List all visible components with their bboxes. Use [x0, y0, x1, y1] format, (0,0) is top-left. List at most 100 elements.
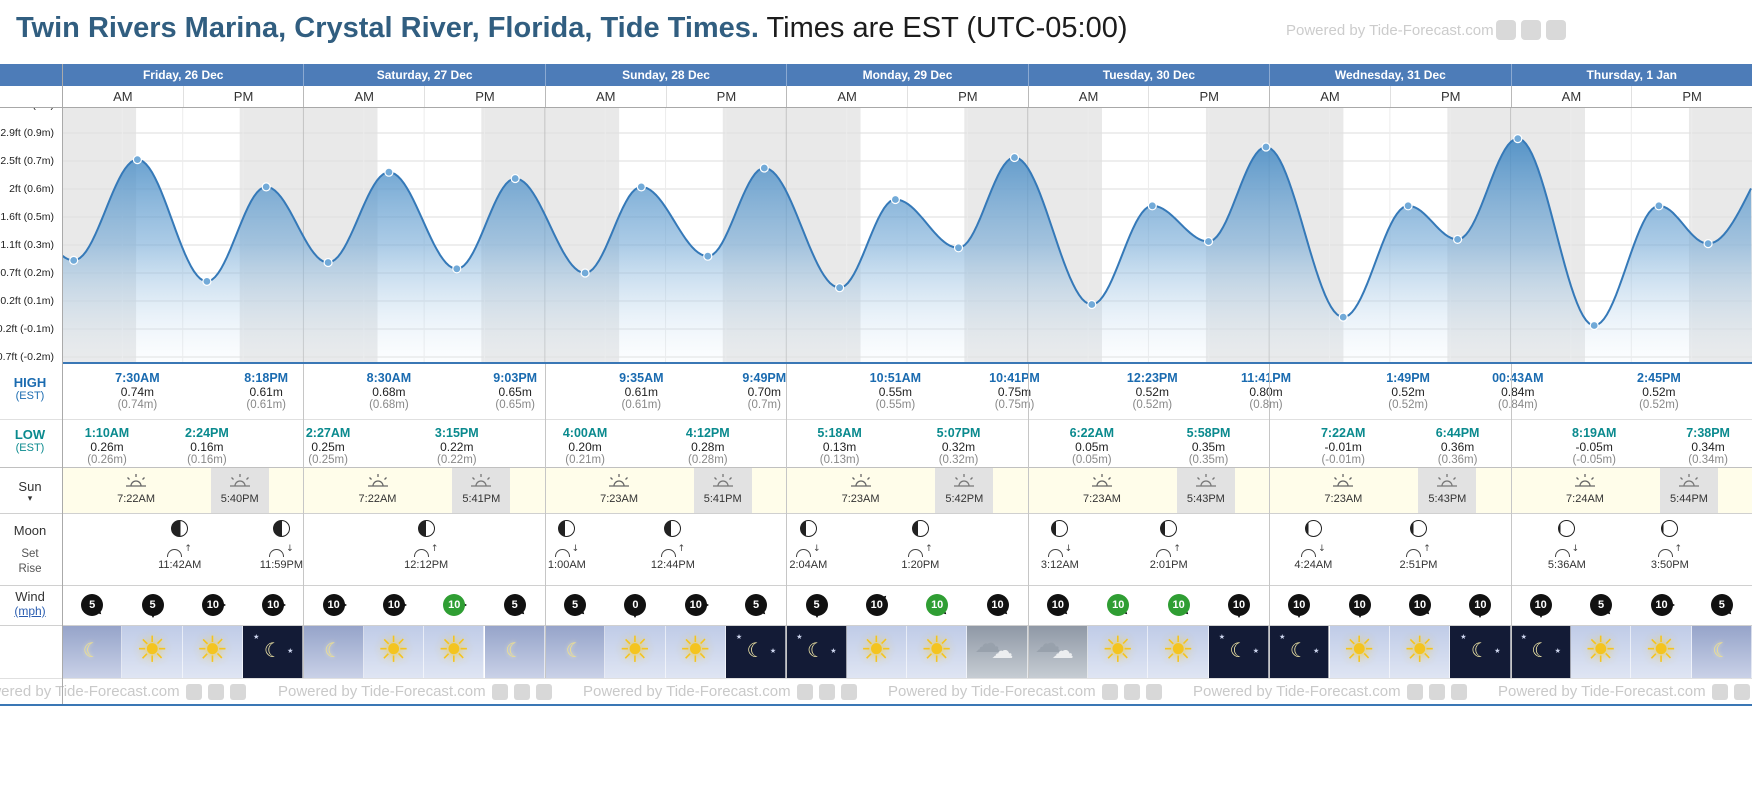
- am-label: AM: [62, 86, 183, 108]
- social-icon[interactable]: [796, 684, 813, 701]
- low-tide-time: 2:27AM: [305, 426, 351, 440]
- pm-label: PM: [182, 86, 304, 108]
- wind-badge: 10: [1101, 588, 1135, 622]
- social-icon[interactable]: [1711, 684, 1728, 701]
- social-icon[interactable]: [535, 684, 552, 701]
- social-icon[interactable]: [1123, 684, 1140, 701]
- low-tide-time: 6:44PM: [1435, 426, 1480, 440]
- moonset-icon: ↓: [1024, 545, 1096, 557]
- watermark-footer[interactable]: Powered by Tide-Forecast.com: [583, 683, 857, 701]
- high-tide-entry: 12:23PM 0.52m (0.52m): [1104, 364, 1200, 413]
- high-tide-entry: 8:18PM 0.61m (0.61m): [218, 364, 314, 413]
- low-tide-entry: 6:22AM 0.05m (0.05m): [1044, 419, 1140, 468]
- low-tide-entry: 3:15PM 0.22m (0.22m): [409, 419, 505, 468]
- sunrise-time: 7:23AM: [841, 493, 880, 505]
- sunrise-unit: 7:24AM: [1549, 473, 1621, 505]
- low-tide-height: 0.32m: [941, 439, 976, 454]
- moon-set-unit: ↓ 1:00AM: [531, 520, 603, 571]
- y-axis: 3.4ft (1m) 2.9ft (0.9m) 2.5ft (0.7m) 2ft (0…: [0, 108, 58, 364]
- low-tide-height-alt: (-0.01m): [1321, 454, 1365, 467]
- sunny-weather-icon: ☀: [665, 625, 726, 678]
- sun-row-background: [62, 467, 1752, 513]
- day-header: Sunday, 28 Dec: [544, 64, 787, 86]
- moon-row-label: Moon Set Rise: [13, 523, 47, 575]
- sunset-time: 5:41PM: [703, 493, 742, 505]
- low-tide-height: 0.25m: [311, 439, 345, 454]
- night-moon-weather-icon: ☾ ★ ★: [1269, 625, 1330, 678]
- wind-badge: 10: [679, 588, 713, 622]
- tide-point: [636, 182, 646, 192]
- wind-badge: 5: [1705, 588, 1739, 622]
- high-tide-height-alt: (0.68m): [369, 399, 409, 412]
- high-tide-entry: 9:35AM 0.61m (0.61m): [593, 364, 689, 413]
- high-tide-height-alt: (0.61m): [621, 399, 662, 412]
- moon-set-time: 5:36AM: [1547, 559, 1586, 571]
- watermark-footer[interactable]: Powered by Tide-Forecast.com: [278, 683, 552, 701]
- night-moon-weather-icon: ☾ ★ ★: [1510, 625, 1571, 678]
- high-tide-entry: 00:43AM 0.84m (0.84m): [1470, 364, 1566, 413]
- wind-unit-link[interactable]: (mph): [14, 604, 46, 618]
- watermark-text[interactable]: Powered by Tide-Forecast.com: [1193, 683, 1401, 700]
- social-icon[interactable]: [1733, 684, 1750, 701]
- sunny-weather-icon: ☀: [1329, 625, 1390, 678]
- watermark-footer[interactable]: Powered by Tide-Forecast.com: [1498, 683, 1752, 701]
- social-icon[interactable]: [491, 684, 508, 701]
- social-icon[interactable]: [1450, 684, 1467, 701]
- wind-badge: 5: [1584, 588, 1618, 622]
- moon-rise-time: 12:44PM: [650, 559, 695, 571]
- high-tide-time: 12:23PM: [1126, 371, 1178, 385]
- tide-point: [1654, 201, 1664, 211]
- watermark-text[interactable]: Powered by Tide-Forecast.com: [583, 683, 791, 700]
- social-icon[interactable]: [840, 684, 857, 701]
- high-tide-time: 11:41PM: [1240, 371, 1292, 385]
- sun-expand-icon[interactable]: ▾: [27, 494, 33, 504]
- tide-point: [202, 276, 212, 286]
- high-tide-entry: 8:30AM 0.68m (0.68m): [341, 364, 437, 413]
- social-icon[interactable]: [513, 684, 530, 701]
- wind-badge: 5: [498, 588, 532, 622]
- social-icon[interactable]: [185, 684, 202, 701]
- moon-rise-unit: ↑ 12:44PM: [637, 520, 709, 571]
- social-icon[interactable]: [229, 684, 246, 701]
- social-icon[interactable]: [207, 684, 224, 701]
- moonset-icon: ↓: [531, 545, 603, 557]
- wind-badge: 5: [136, 588, 170, 622]
- social-icon[interactable]: [1496, 20, 1516, 40]
- watermark-text[interactable]: Powered by Tide-Forecast.com: [888, 683, 1096, 700]
- sunrise-icon: [342, 473, 414, 492]
- watermark-text[interactable]: Powered by Tide-Forecast.com: [1498, 683, 1706, 700]
- moon-phase-icon: [1383, 520, 1455, 541]
- social-icon[interactable]: [1145, 684, 1162, 701]
- social-icon[interactable]: [1521, 20, 1541, 40]
- social-icon[interactable]: [818, 684, 835, 701]
- watermark-footer[interactable]: Powered by Tide-Forecast.com: [0, 683, 246, 701]
- watermark-top[interactable]: Powered by Tide-Forecast.com: [1286, 22, 1494, 39]
- high-tide-height-alt: (0.7m): [747, 399, 781, 412]
- wind-speed: 5: [1710, 594, 1733, 616]
- sunrise-icon: [583, 473, 655, 492]
- high-tide-time: 00:43AM: [1492, 371, 1544, 385]
- watermark-footer[interactable]: Powered by Tide-Forecast.com: [888, 683, 1162, 701]
- wind-badge: 10: [317, 588, 351, 622]
- sunset-unit: 5:42PM: [928, 473, 1000, 505]
- low-tide-height-alt: (0.26m): [87, 454, 127, 467]
- social-icon[interactable]: [1101, 684, 1118, 701]
- low-tide-height: 0.22m: [440, 439, 474, 454]
- sunset-unit: 5:43PM: [1411, 473, 1483, 505]
- watermark-text[interactable]: Powered by Tide-Forecast.com: [278, 683, 486, 700]
- y-axis-tick: 2.5ft (0.7m): [0, 155, 54, 167]
- y-axis-tick: -0.2ft (-0.1m): [0, 323, 54, 335]
- high-tide-height-alt: (0.74m): [117, 399, 158, 412]
- high-tide-time: 9:03PM: [493, 371, 538, 385]
- wind-speed: 5: [745, 594, 768, 616]
- watermark-footer[interactable]: Powered by Tide-Forecast.com: [1193, 683, 1467, 701]
- column-divider: [786, 364, 788, 678]
- sunset-unit: 5:44PM: [1653, 473, 1725, 505]
- watermark-text[interactable]: Powered by Tide-Forecast.com: [0, 683, 180, 700]
- wind-speed: 5: [81, 594, 104, 616]
- social-icon[interactable]: [1406, 684, 1423, 701]
- low-tide-height-alt: (0.34m): [1688, 454, 1728, 467]
- social-icon[interactable]: [1546, 20, 1566, 40]
- wind-badge: 10: [1403, 588, 1437, 622]
- social-icon[interactable]: [1428, 684, 1445, 701]
